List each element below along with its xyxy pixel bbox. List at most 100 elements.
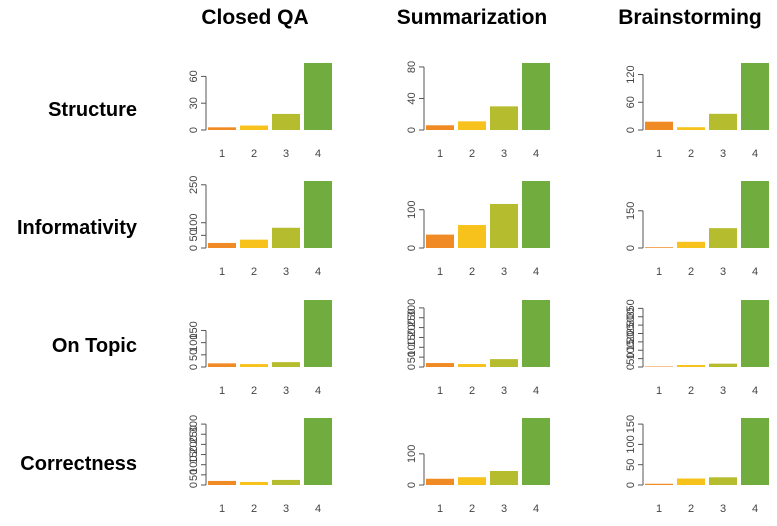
row-label-informativity: Informativity <box>16 217 137 239</box>
bar-4 <box>741 418 769 485</box>
y-tick-label: 250 <box>406 309 418 327</box>
x-tick-label: 1 <box>219 385 225 397</box>
y-tick-label: 30 <box>188 97 200 109</box>
y-tick-label: 60 <box>188 70 200 82</box>
x-tick-label: 2 <box>251 385 257 397</box>
bar-4 <box>522 418 550 485</box>
panel-informativity-brainstorming: 0 150 1 2 3 4 <box>625 181 769 278</box>
x-tick-label: 2 <box>688 385 694 397</box>
bar-4 <box>304 418 332 485</box>
x-tick-label: 3 <box>501 266 507 278</box>
bar-3 <box>272 479 300 485</box>
bar-1 <box>426 478 454 485</box>
x-tick-label: 4 <box>533 266 539 278</box>
y-tick-label: 0 <box>625 364 637 370</box>
x-tick-label: 2 <box>688 503 694 515</box>
bar-3 <box>272 227 300 248</box>
bar-4 <box>741 63 769 130</box>
y-tick-label: 0 <box>406 245 418 251</box>
bar-3 <box>490 359 518 367</box>
x-tick-label: 1 <box>437 503 443 515</box>
bar-1 <box>426 363 454 367</box>
y-tick-label: 200 <box>625 324 637 342</box>
x-tick-label: 4 <box>315 503 321 515</box>
y-tick-label: 0 <box>406 482 418 488</box>
y-tick-label: 50 <box>625 459 637 471</box>
bar-1 <box>426 125 454 130</box>
y-tick-label: 0 <box>188 482 200 488</box>
bar-3 <box>490 106 518 130</box>
y-tick-label: 0 <box>188 127 200 133</box>
bar-2 <box>458 225 486 248</box>
bar-4 <box>304 63 332 130</box>
bar-1 <box>645 366 673 367</box>
y-tick-label: 50 <box>188 469 200 481</box>
y-tick-label: 150 <box>625 202 637 220</box>
x-tick-label: 3 <box>720 148 726 160</box>
x-tick-label: 4 <box>752 503 758 515</box>
bar-1 <box>208 480 236 485</box>
y-tick-label: 300 <box>406 299 418 317</box>
y-tick-label: 200 <box>188 435 200 453</box>
x-tick-label: 2 <box>688 148 694 160</box>
panel-structure-brainstorming: 0 60 120 1 2 3 4 <box>625 63 769 160</box>
y-tick-label: 100 <box>188 214 200 232</box>
bar-2 <box>677 478 705 485</box>
bar-2 <box>458 477 486 485</box>
bar-4 <box>522 181 550 248</box>
x-tick-label: 3 <box>501 503 507 515</box>
bar-2 <box>677 241 705 248</box>
y-tick-label: 100 <box>406 201 418 219</box>
y-tick-label: 0 <box>188 245 200 251</box>
y-tick-label: 50 <box>625 353 637 365</box>
x-tick-label: 3 <box>720 503 726 515</box>
y-tick-label: 60 <box>625 96 637 108</box>
x-tick-label: 2 <box>251 503 257 515</box>
y-tick-label: 0 <box>625 245 637 251</box>
column-title-closed-qa: Closed QA <box>201 6 309 29</box>
y-tick-label: 120 <box>625 65 637 83</box>
y-tick-label: 50 <box>188 349 200 361</box>
x-tick-label: 3 <box>283 266 289 278</box>
y-tick-label: 100 <box>406 338 418 356</box>
bar-1 <box>208 242 236 248</box>
bar-4 <box>522 300 550 367</box>
x-tick-label: 3 <box>283 148 289 160</box>
x-tick-label: 1 <box>437 148 443 160</box>
x-tick-label: 4 <box>752 385 758 397</box>
y-tick-label: 150 <box>188 321 200 339</box>
x-tick-label: 1 <box>219 503 225 515</box>
x-tick-label: 3 <box>501 385 507 397</box>
x-tick-label: 4 <box>533 385 539 397</box>
bar-3 <box>272 362 300 367</box>
y-tick-label: 250 <box>188 425 200 443</box>
bar-3 <box>272 113 300 130</box>
x-tick-label: 3 <box>720 385 726 397</box>
x-tick-label: 2 <box>469 503 475 515</box>
column-title-brainstorming: Brainstorming <box>618 6 762 29</box>
bar-1 <box>208 127 236 130</box>
y-tick-label: 100 <box>625 341 637 359</box>
x-tick-label: 1 <box>437 266 443 278</box>
column-title-summarization: Summarization <box>396 6 548 29</box>
bar-2 <box>677 127 705 130</box>
bar-2 <box>458 121 486 130</box>
x-tick-label: 2 <box>251 266 257 278</box>
bar-2 <box>458 364 486 367</box>
row-label-correctness: Correctness <box>20 453 137 475</box>
panel-informativity-summarization: 0 100 1 2 3 4 <box>406 181 550 278</box>
y-tick-label: 100 <box>625 435 637 453</box>
x-tick-label: 1 <box>219 266 225 278</box>
y-tick-label: 150 <box>625 333 637 351</box>
bar-3 <box>709 113 737 130</box>
panel-structure-summarization: 0 40 80 1 2 3 4 <box>406 61 550 160</box>
bar-1 <box>426 234 454 248</box>
bar-2 <box>677 364 705 367</box>
x-tick-label: 4 <box>315 385 321 397</box>
x-tick-label: 3 <box>283 385 289 397</box>
y-tick-label: 150 <box>625 415 637 433</box>
bar-1 <box>208 363 236 367</box>
